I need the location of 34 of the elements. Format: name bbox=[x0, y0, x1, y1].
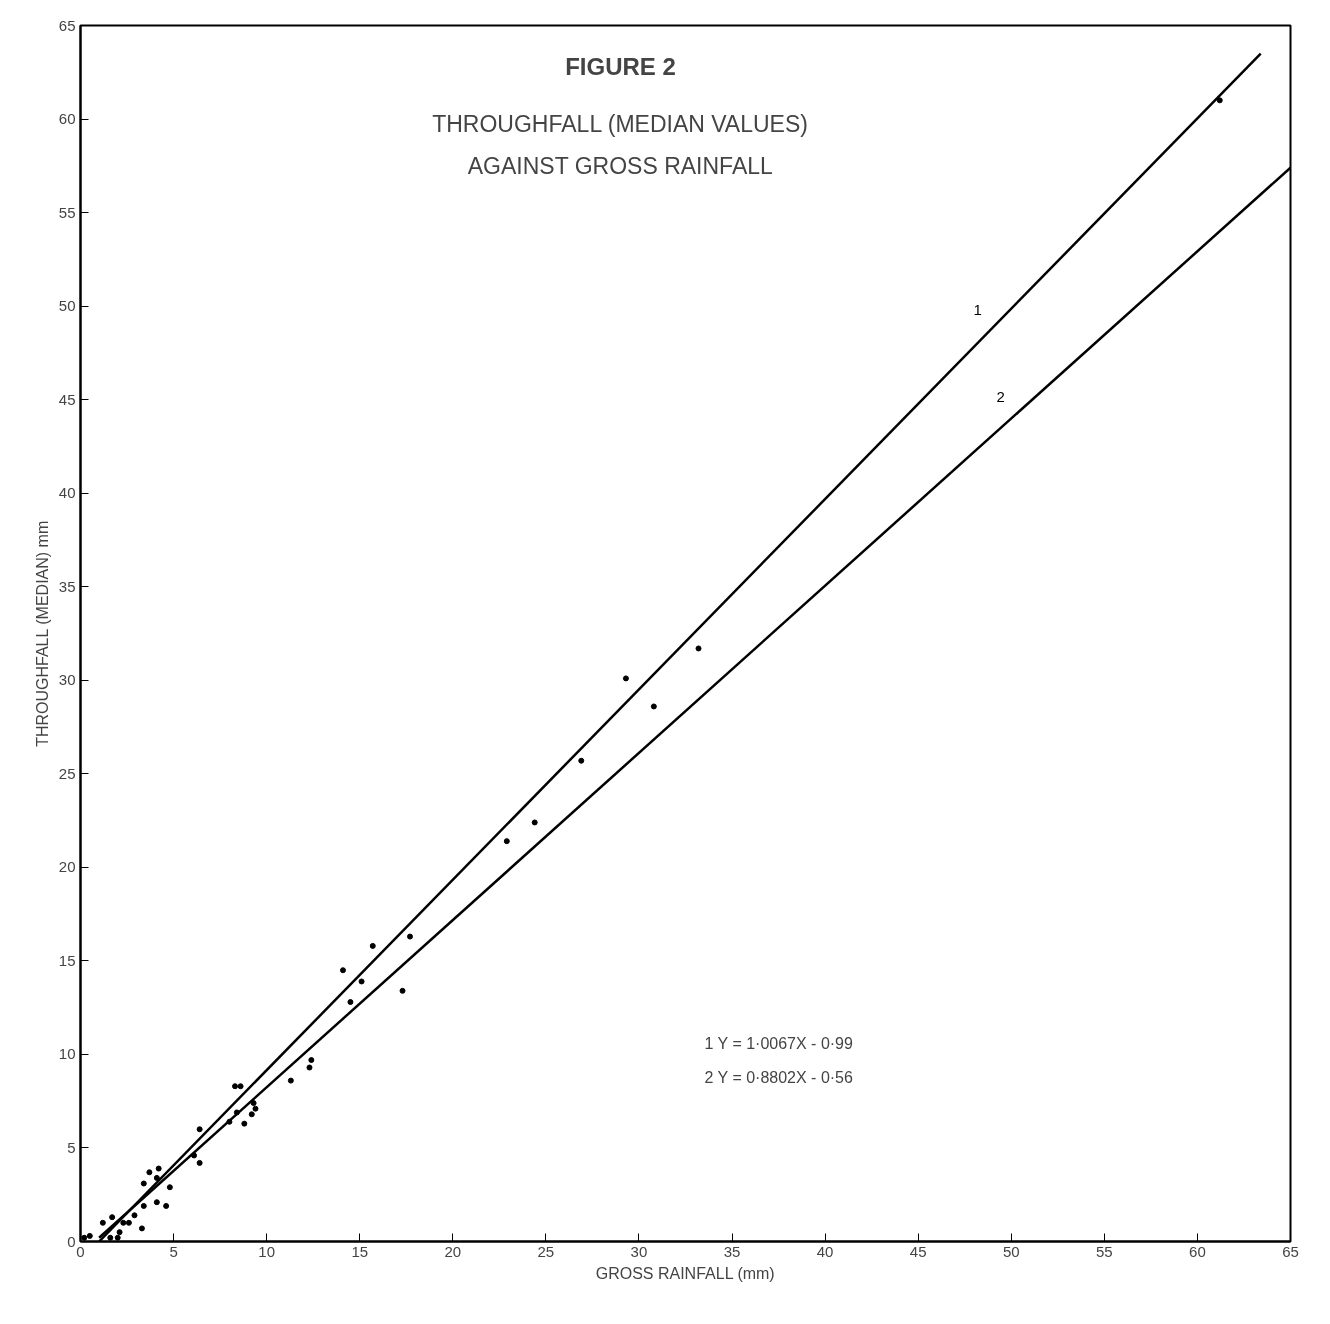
series-label: 2 bbox=[996, 387, 1005, 405]
y-tick-label: 45 bbox=[58, 390, 76, 408]
x-tick-label: 25 bbox=[537, 1242, 555, 1260]
y-tick-label: 65 bbox=[58, 16, 76, 34]
x-tick-label: 40 bbox=[816, 1242, 834, 1260]
y-tick-label: 15 bbox=[58, 951, 76, 969]
text: FIGURE 2 bbox=[565, 52, 676, 80]
y-tick-label: 25 bbox=[58, 764, 76, 782]
x-tick-label: 60 bbox=[1189, 1242, 1206, 1260]
y-tick-label: 50 bbox=[58, 297, 76, 315]
x-tick-label: 45 bbox=[909, 1242, 927, 1260]
x-tick-label: 15 bbox=[351, 1242, 369, 1260]
y-tick-label: 55 bbox=[58, 203, 76, 221]
x-tick-label: 30 bbox=[630, 1242, 648, 1260]
x-tick-label: 65 bbox=[1282, 1242, 1299, 1260]
x-tick-label: 10 bbox=[258, 1242, 275, 1260]
x-axis-title: GROSS RAINFALL (mm) bbox=[595, 1264, 775, 1282]
series-label: 1 bbox=[973, 300, 982, 318]
y-tick-label: 60 bbox=[58, 110, 76, 128]
y-tick-label: 35 bbox=[58, 577, 76, 595]
y-axis-title: THROUGHFALL (MEDIAN) mm bbox=[33, 520, 51, 747]
text: THROUGHFALL (MEDIAN VALUES) AGAINST GROSS RAINFALL bbox=[432, 110, 808, 179]
x-tick-label: 35 bbox=[723, 1242, 741, 1260]
y-tick-label: 5 bbox=[67, 1138, 76, 1156]
annotation: 2 Y = 0·8802X - 0·56 bbox=[704, 1068, 854, 1086]
x-tick-label: 20 bbox=[444, 1242, 462, 1260]
y-tick-label: 10 bbox=[58, 1045, 76, 1063]
y-tick-label: 40 bbox=[58, 484, 76, 502]
x-tick-label: 55 bbox=[1096, 1242, 1113, 1260]
x-tick-label: 50 bbox=[1002, 1242, 1020, 1260]
x-tick-label: 5 bbox=[169, 1242, 178, 1260]
y-tick-label: 20 bbox=[58, 858, 76, 876]
annotation: 1 Y = 1·0067X - 0·99 bbox=[704, 1034, 854, 1052]
y-tick-label: 30 bbox=[58, 671, 76, 689]
